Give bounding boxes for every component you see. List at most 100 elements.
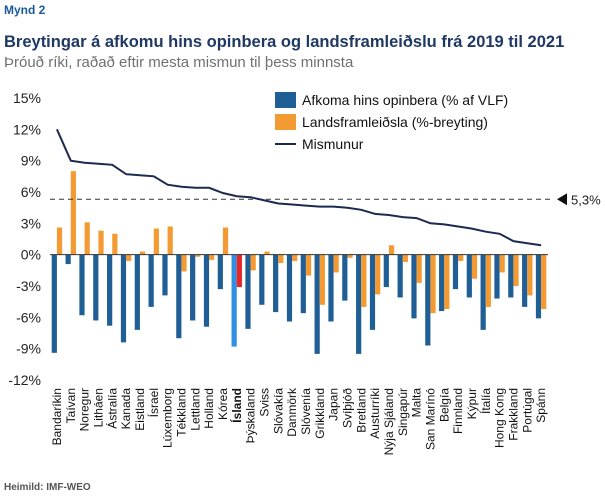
- legend: Afkoma hins opinbera (% af VLF) Landsfra…: [275, 89, 508, 155]
- chart-subtitle: Þróuð ríki, raðað eftir mesta mismun til…: [4, 54, 354, 71]
- bar-landsframleidsla: [139, 251, 146, 255]
- x-tick-label: Taívan: [64, 388, 78, 423]
- bar-landsframleidsla: [84, 222, 90, 255]
- bar-afkoma: [190, 254, 196, 321]
- x-tick-label: Eistland: [133, 388, 147, 431]
- y-tick-label: -9%: [16, 341, 41, 357]
- x-tick-label: Belgía: [437, 388, 451, 422]
- legend-item-afkoma: Afkoma hins opinbera (% af VLF): [275, 89, 508, 111]
- bar-landsframleidsla: [195, 254, 201, 257]
- reference-label: 5,3%: [571, 192, 601, 207]
- bar-afkoma: [356, 254, 362, 354]
- bar-afkoma: [535, 254, 542, 319]
- bar-afkoma: [93, 254, 99, 321]
- x-tick-label: Svíþjóð: [340, 388, 354, 428]
- legend-label-mismunur: Mismunur: [302, 136, 364, 152]
- x-tick-label: Lúxemborg: [161, 388, 175, 448]
- bar-afkoma: [107, 254, 113, 326]
- legend-item-landsframleidsla: Landsframleiðsla (%-breyting): [275, 111, 508, 133]
- x-tick-label: Tékkland: [174, 388, 188, 437]
- x-tick-label: Bandaríkin: [50, 388, 64, 445]
- x-tick-label: Nýja Sjáland: [382, 388, 396, 455]
- y-tick-label: 3%: [21, 215, 41, 231]
- y-tick-label: -12%: [8, 372, 41, 388]
- x-tick-label: Frakkland: [506, 388, 520, 441]
- bar-afkoma: [466, 254, 472, 298]
- reference-marker: [557, 193, 567, 206]
- bar-afkoma: [203, 254, 210, 327]
- legend-swatch-landsframleidsla: [275, 114, 296, 130]
- bar-afkoma: [480, 254, 486, 330]
- bar-afkoma: [176, 254, 182, 339]
- bar-afkoma: [411, 254, 417, 319]
- x-tick-label: Kanada: [119, 388, 133, 430]
- x-tick-label: Slóvakía: [271, 388, 285, 434]
- bar-afkoma: [120, 254, 127, 343]
- bar-landsframleidsla: [513, 254, 519, 286]
- bar-landsframleidsla: [209, 254, 215, 260]
- bar-landsframleidsla: [416, 254, 422, 283]
- y-tick-label: -3%: [16, 278, 41, 294]
- bar-afkoma: [452, 254, 459, 290]
- bar-landsframleidsla: [444, 254, 450, 309]
- bar-landsframleidsla: [388, 245, 395, 255]
- bar-landsframleidsla: [499, 254, 505, 273]
- x-tick-label: Noregur: [78, 388, 92, 431]
- bar-landsframleidsla: [347, 254, 353, 258]
- line-mismunur: [55, 128, 542, 247]
- y-tick-label: 0%: [21, 247, 41, 263]
- bar-afkoma: [231, 254, 237, 347]
- y-tick-label: -6%: [16, 309, 41, 325]
- x-tick-label: Grikkland: [313, 388, 327, 439]
- bar-landsframleidsla: [527, 254, 533, 296]
- bar-landsframleidsla: [222, 227, 229, 255]
- bar-landsframleidsla: [541, 254, 547, 309]
- bar-afkoma: [259, 254, 265, 305]
- bar-afkoma: [425, 254, 431, 346]
- legend-label-afkoma: Afkoma hins opinbera (% af VLF): [302, 92, 509, 108]
- x-tick-label: Kýpur: [465, 388, 479, 419]
- bar-afkoma: [217, 254, 223, 290]
- bar-landsframleidsla: [112, 233, 118, 255]
- chart-title: Breytingar á afkomu hins opinbera og lan…: [4, 33, 565, 51]
- bar-landsframleidsla: [264, 251, 270, 255]
- bar-landsframleidsla: [153, 228, 159, 255]
- x-tick-label: Portúgal: [520, 388, 534, 433]
- bar-afkoma: [65, 254, 71, 265]
- y-tick-label: 6%: [21, 184, 41, 200]
- x-tick-label: Austurríki: [368, 388, 382, 439]
- figure-label: Mynd 2: [4, 3, 46, 17]
- x-tick-label: Ítalía: [478, 388, 493, 414]
- bar-landsframleidsla: [458, 254, 464, 261]
- bar-landsframleidsla: [361, 254, 367, 307]
- bar-landsframleidsla: [305, 254, 312, 276]
- bar-afkoma: [314, 254, 320, 354]
- bar-afkoma: [522, 254, 528, 307]
- bar-afkoma: [439, 254, 445, 312]
- bar-landsframleidsla: [319, 254, 325, 305]
- bar-landsframleidsla: [375, 254, 381, 295]
- bar-afkoma: [494, 254, 500, 299]
- bar-landsframleidsla: [278, 254, 284, 264]
- bar-landsframleidsla: [98, 230, 104, 255]
- bar-afkoma: [300, 254, 306, 314]
- x-tick-label: Ísland: [229, 388, 244, 423]
- bar-afkoma: [286, 254, 293, 322]
- bar-landsframleidsla: [430, 254, 436, 314]
- bar-landsframleidsla: [292, 254, 298, 261]
- bar-landsframleidsla: [70, 171, 76, 255]
- x-tick-label: San Marínó: [423, 388, 437, 450]
- legend-swatch-mismunur: [275, 143, 296, 145]
- x-tick-label: Ísrael: [146, 388, 161, 417]
- bar-afkoma: [383, 254, 389, 288]
- x-tick-label: Finnland: [451, 388, 465, 434]
- x-tick-label: Þýskaland: [244, 388, 258, 443]
- x-tick-label: Holland: [202, 388, 216, 429]
- bar-afkoma: [397, 254, 403, 298]
- bar-landsframleidsla: [236, 254, 242, 288]
- bar-afkoma: [273, 254, 279, 313]
- bar-landsframleidsla: [471, 254, 478, 279]
- x-tick-label: Sviss: [257, 388, 271, 417]
- bar-landsframleidsla: [485, 254, 491, 307]
